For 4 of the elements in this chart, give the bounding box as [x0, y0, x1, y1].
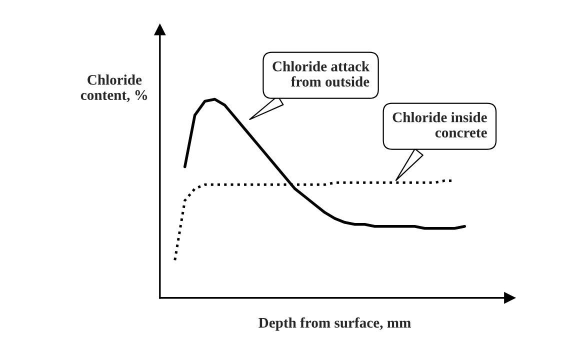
annotation: Chloride inside concrete	[392, 112, 487, 138]
y-axis-title: Chloride content, %	[80, 74, 148, 102]
text: Chloride attack from outside	[272, 61, 370, 87]
x-axis-title: Depth from surface, mm	[258, 317, 411, 331]
